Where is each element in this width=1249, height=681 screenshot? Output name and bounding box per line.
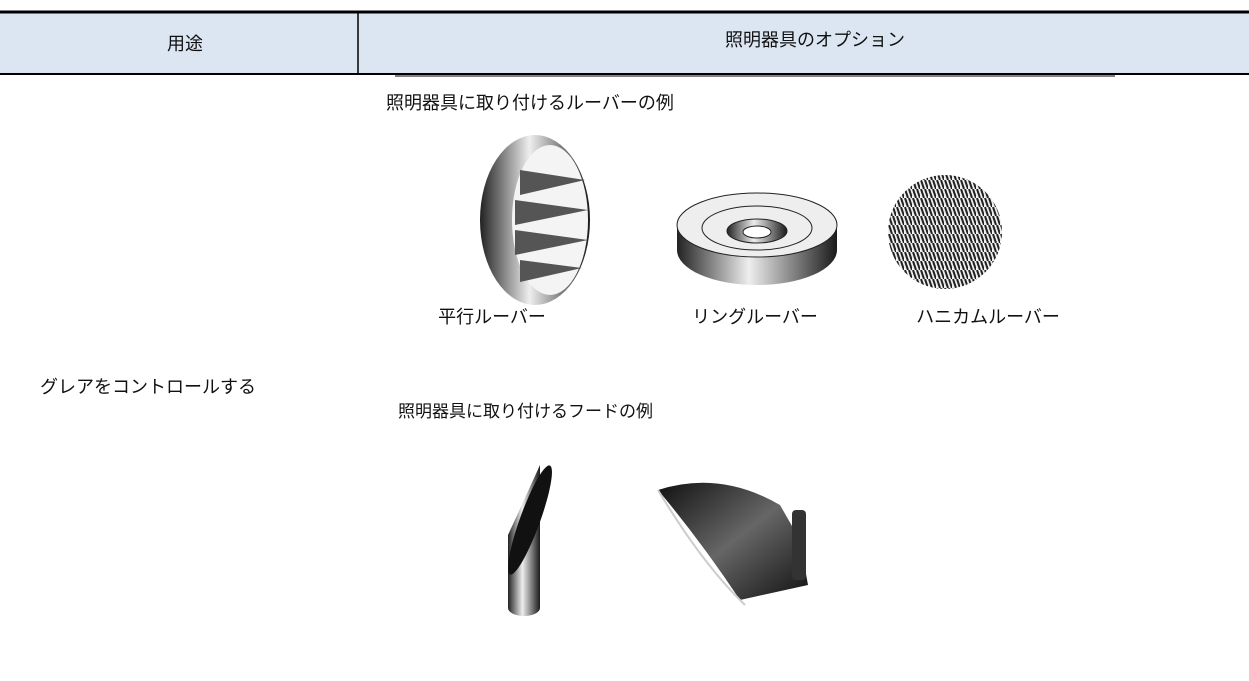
- louver-label: 平行ルーバー: [438, 307, 546, 328]
- header-cell: 用途: [167, 34, 203, 55]
- hood-fixture-illustration: [657, 482, 808, 606]
- header-band: [0, 12, 1249, 74]
- hood-cylinder-illustration: [508, 465, 552, 616]
- louver-label: ハニカムルーバー: [916, 307, 1060, 328]
- use-cell: グレアをコントロールする: [40, 377, 256, 398]
- louver-label: リングルーバー: [692, 307, 818, 328]
- honeycomb-louver-illustration: [888, 175, 1002, 289]
- caption: 照明器具に取り付けるフードの例: [398, 402, 653, 422]
- ring-louver-illustration: [676, 192, 838, 285]
- parallel-louver-illustration: [480, 135, 590, 305]
- caption: 照明器具に取り付けるルーバーの例: [386, 93, 674, 114]
- header-cell: 照明器具のオプション: [725, 30, 905, 51]
